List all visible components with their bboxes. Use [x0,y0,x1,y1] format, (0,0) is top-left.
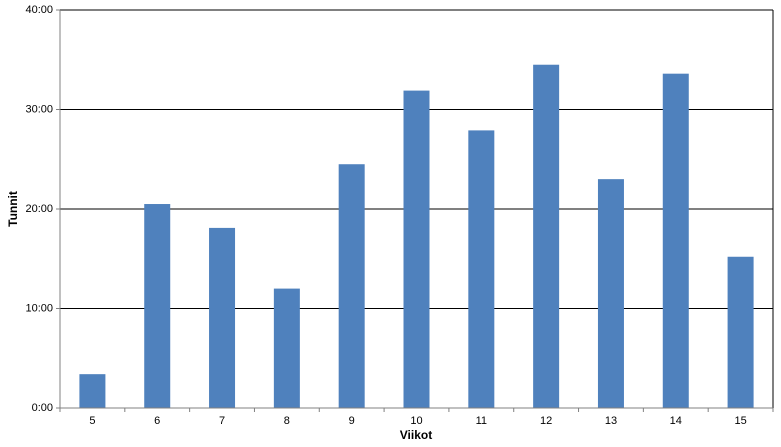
x-tick-label: 5 [89,415,95,427]
bar [79,374,106,408]
x-tick-label: 7 [219,415,225,427]
y-axis-title: Tunnit [6,191,20,227]
y-tick-label: 20:00 [25,203,53,215]
x-tick-label: 13 [605,415,617,427]
bar [403,90,430,408]
x-tick-label: 11 [476,415,487,427]
bar [533,64,560,408]
y-tick-label: 30:00 [25,103,53,115]
x-tick-label: 10 [410,415,422,427]
x-tick-label: 6 [154,415,160,427]
bar [662,73,689,409]
y-tick-label: 40:00 [25,4,53,16]
x-tick-label: 12 [540,415,552,427]
x-tick-label: 8 [284,415,290,427]
x-tick-label: 15 [734,415,746,427]
bar [468,130,495,408]
y-tick-label: 10:00 [25,302,53,314]
bar [727,256,754,408]
x-tick-label: 9 [349,415,355,427]
bar [273,288,300,408]
y-tick-label: 0:00 [32,402,53,414]
bar [597,179,624,408]
x-axis-title: Viikot [400,428,432,442]
bar [209,227,236,408]
bar [338,164,365,408]
x-tick-label: 14 [670,415,682,427]
bar [144,204,171,408]
